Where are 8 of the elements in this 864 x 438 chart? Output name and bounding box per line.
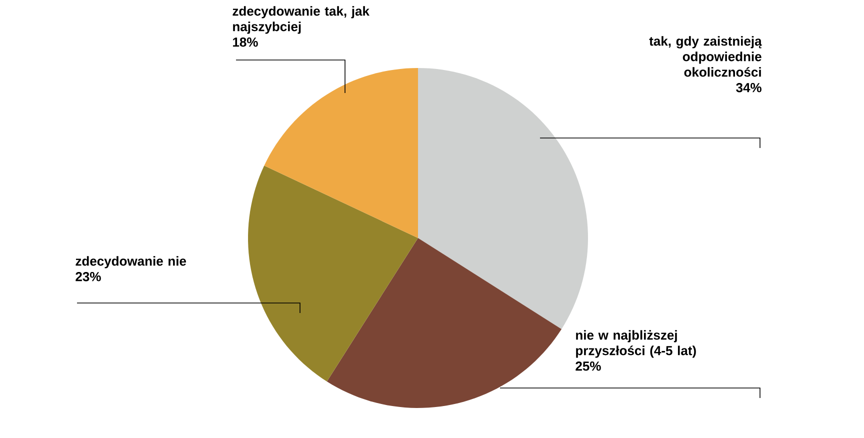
slice-label: tak, gdy zaistnieją odpowiednie okoliczności (649, 36, 762, 77)
data-label: 18% (233, 38, 258, 47)
slice-label: nie w najbliższej przyszłości (4-5 lat) (576, 330, 696, 358)
slice-label: zdecydowanie nie (76, 256, 186, 268)
data-label: 25% (576, 362, 601, 371)
slice-label: zdecydowanie tak, jak najszybciej (232, 6, 370, 34)
data-label: 34% (736, 83, 762, 92)
data-label: 23% (76, 272, 101, 282)
